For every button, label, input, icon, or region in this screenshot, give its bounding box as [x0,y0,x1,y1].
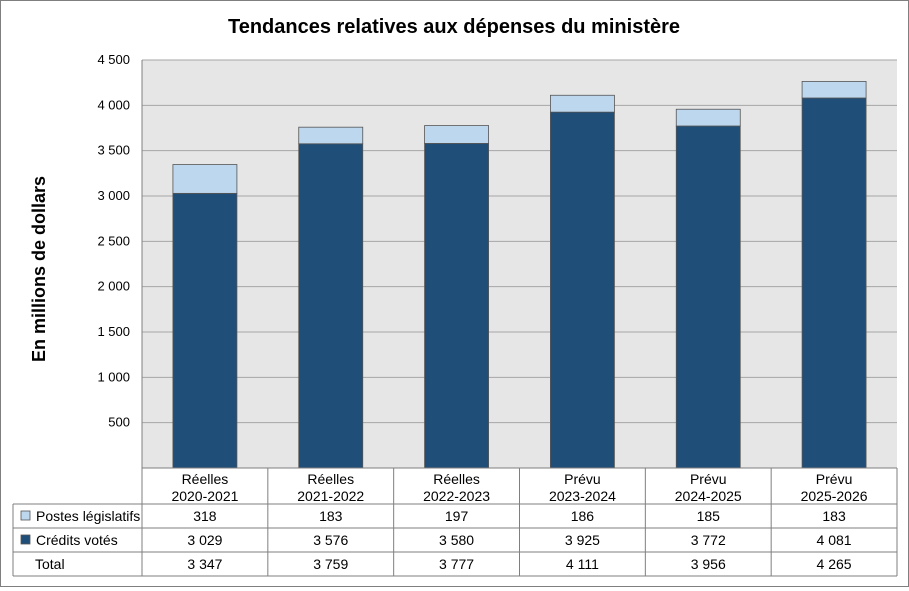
y-tick-label: 4 000 [97,97,130,112]
y-axis: 4 500 4 000 3 500 3 000 2 500 2 000 1 500 1 000… [97,52,143,468]
x-category-label: 2024-2025 [675,488,742,504]
x-category-label: Réelles [182,471,229,487]
y-tick-label: 3 500 [97,143,130,158]
y-tick-label: 3 000 [97,188,130,203]
bar-credits-votes [172,192,238,469]
table-cell: 185 [697,508,721,524]
table-cell: 4 265 [817,556,852,572]
x-category-label: Prévu [690,471,727,487]
legend-swatch [20,510,31,521]
x-category-label: 2025-2026 [801,488,868,504]
table-cell: 3 759 [313,556,348,572]
bar-credits-votes [801,97,867,469]
table-cell: 183 [319,508,343,524]
table-cell: 183 [822,508,846,524]
x-category-label: 2022-2023 [423,488,490,504]
y-tick-label: 1 000 [97,369,130,384]
table-cell: 4 111 [566,556,599,572]
bar-postes-legislatifs [298,126,364,145]
data-table: Réelles2020-2021Réelles2021-2022Réelles2… [12,467,898,577]
table-cell: 3 029 [187,532,222,548]
bar-credits-votes [675,125,741,469]
table-cell: 197 [445,508,469,524]
table-cell: 318 [193,508,217,524]
x-category-label: Prévu [564,471,601,487]
y-axis-label: En millions de dollars [29,176,49,362]
bar-credits-votes [424,143,489,469]
bar-credits-votes [298,143,364,469]
y-tick-label: 2 500 [97,233,130,248]
table-cell: 3 772 [691,532,726,548]
table-cell: 3 576 [313,532,348,548]
x-category-label: Prévu [816,471,853,487]
y-tick-label: 4 500 [97,52,130,67]
x-category-label: 2020-2021 [171,488,238,504]
x-category-label: 2021-2022 [297,488,364,504]
gridlines [142,59,897,424]
bar-postes-legislatifs [675,108,741,127]
x-category-label: Réelles [433,471,480,487]
chart-title: Tendances relatives aux dépenses du mini… [228,16,680,38]
table-cell: 3 580 [439,532,474,548]
bar-credits-votes [550,111,615,469]
table-row-label: Crédits votés [36,532,118,548]
table-cell: 186 [571,508,595,524]
table-row-label: Postes législatifs [36,508,140,524]
table-cell: 3 956 [691,556,726,572]
table-cell: 4 081 [817,532,852,548]
x-category-label: Réelles [307,471,354,487]
x-category-label: 2023-2024 [549,488,616,504]
y-tick-label: 500 [108,415,130,430]
y-tick-label: 1 500 [97,324,130,339]
table-cell: 3 925 [565,532,600,548]
plot-area [142,60,897,468]
y-tick-label: 2 000 [97,279,130,294]
bar-postes-legislatifs [550,94,615,113]
table-cell: 3 347 [187,556,222,572]
table-cell: 3 777 [439,556,474,572]
bar-postes-legislatifs [172,164,238,194]
bar-postes-legislatifs [424,125,489,144]
bar-postes-legislatifs [801,80,867,99]
table-row-label: Total [35,556,65,572]
legend-swatch [20,534,31,545]
